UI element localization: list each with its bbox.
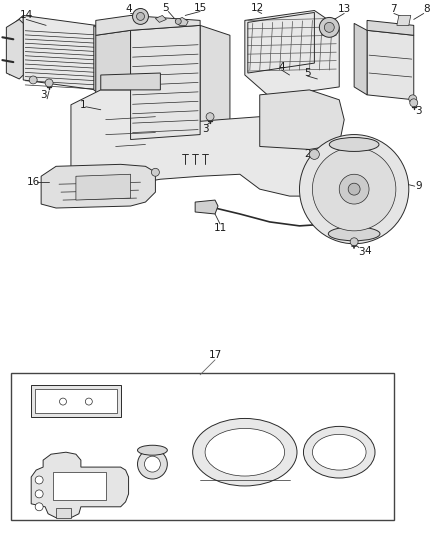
Polygon shape [41,164,155,208]
Polygon shape [397,15,411,26]
Ellipse shape [328,227,380,241]
Polygon shape [131,26,200,140]
Circle shape [339,174,369,204]
Circle shape [35,503,43,511]
Circle shape [409,95,417,103]
Text: 3: 3 [358,247,364,257]
Text: 4: 4 [364,246,371,255]
Circle shape [29,76,37,84]
Polygon shape [195,200,218,214]
Polygon shape [7,19,23,79]
Text: 9: 9 [415,181,422,191]
Circle shape [410,99,418,107]
Polygon shape [35,389,117,414]
Text: 3: 3 [202,124,208,134]
Polygon shape [354,23,367,95]
Text: 17: 17 [208,350,222,360]
Circle shape [45,79,53,87]
Polygon shape [175,18,188,26]
Polygon shape [23,15,96,90]
Circle shape [350,238,358,246]
Circle shape [309,149,319,159]
Polygon shape [9,15,23,75]
Polygon shape [31,385,120,417]
Polygon shape [347,212,357,222]
Text: 3: 3 [415,106,422,116]
Ellipse shape [193,418,297,486]
Text: 16: 16 [27,177,40,187]
Circle shape [145,456,160,472]
Text: 2: 2 [304,149,311,159]
Polygon shape [101,73,160,90]
Polygon shape [200,26,230,144]
Polygon shape [96,30,131,152]
Circle shape [152,168,159,176]
Circle shape [137,12,145,20]
Polygon shape [367,20,414,35]
Text: 13: 13 [338,4,351,14]
Circle shape [35,476,43,484]
Text: 5: 5 [162,4,169,13]
Polygon shape [71,90,339,196]
Polygon shape [245,11,339,97]
Text: 4: 4 [278,62,285,72]
Ellipse shape [138,445,167,455]
Polygon shape [31,452,129,518]
Polygon shape [260,90,344,149]
Text: 7: 7 [391,4,397,14]
Circle shape [324,22,334,33]
Text: 8: 8 [424,4,430,14]
Circle shape [206,112,214,120]
Polygon shape [94,26,101,95]
Ellipse shape [312,434,366,470]
Text: 15: 15 [194,4,207,13]
Circle shape [133,9,148,25]
Ellipse shape [304,426,375,478]
Ellipse shape [329,138,379,151]
Text: 12: 12 [251,3,265,12]
Circle shape [85,398,92,405]
Polygon shape [56,508,71,518]
Bar [11,373,394,520]
Text: 3: 3 [40,90,46,100]
Circle shape [348,183,360,195]
Circle shape [175,19,181,25]
Text: 4: 4 [125,4,132,14]
Text: 11: 11 [213,223,226,233]
Circle shape [138,449,167,479]
Circle shape [35,490,43,498]
Text: 5: 5 [304,68,311,78]
Text: 1: 1 [80,100,86,110]
Text: 14: 14 [20,11,33,20]
Circle shape [319,18,339,37]
Circle shape [300,134,409,244]
Polygon shape [155,15,166,22]
Polygon shape [53,472,106,500]
Circle shape [60,398,67,405]
Ellipse shape [205,429,285,476]
Polygon shape [96,15,200,35]
Polygon shape [367,30,414,100]
Circle shape [312,148,396,231]
Polygon shape [76,174,131,200]
